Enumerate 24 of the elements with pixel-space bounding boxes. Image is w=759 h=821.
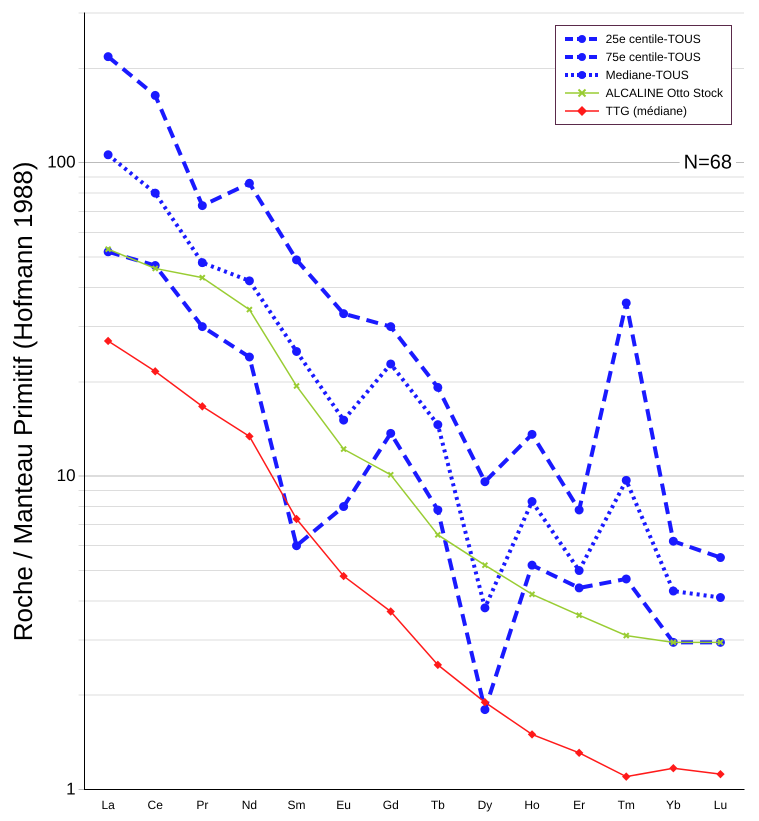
legend-label: 75e centile-TOUS [606,49,701,66]
x-tick-label: La [101,798,116,812]
x-tick-label: Nd [242,798,258,812]
legend-label: ALCALINE Otto Stock [606,85,723,102]
annotation: N=68 [684,152,732,174]
y-axis-title: Roche / Manteau Primitif (Hofmann 1988) [8,162,38,642]
x-tick-label: Dy [478,798,492,812]
y-tick-label: 10 [56,466,76,485]
x-tick-label: Tb [430,798,446,812]
legend-label: Mediane-TOUS [606,67,689,84]
legend-label: TTG (médiane) [606,103,687,120]
x-tick-label: Lu [714,798,728,812]
y-tick-label: 1 [66,779,76,798]
x-tick-label: Pr [196,798,208,812]
x-tick-label: Sm [288,798,306,812]
x-tick-label: Er [573,798,586,812]
y-tick-label: 100 [47,152,76,172]
legend-label: 25e centile-TOUS [606,31,701,48]
x-tick-label: Yb [666,798,682,812]
x-tick-label: Gd [382,798,399,812]
x-tick-label: Ho [524,798,540,812]
x-tick-label: Tm [618,798,635,812]
x-tick-label: Eu [336,798,351,812]
x-tick-label: Ce [148,798,164,812]
